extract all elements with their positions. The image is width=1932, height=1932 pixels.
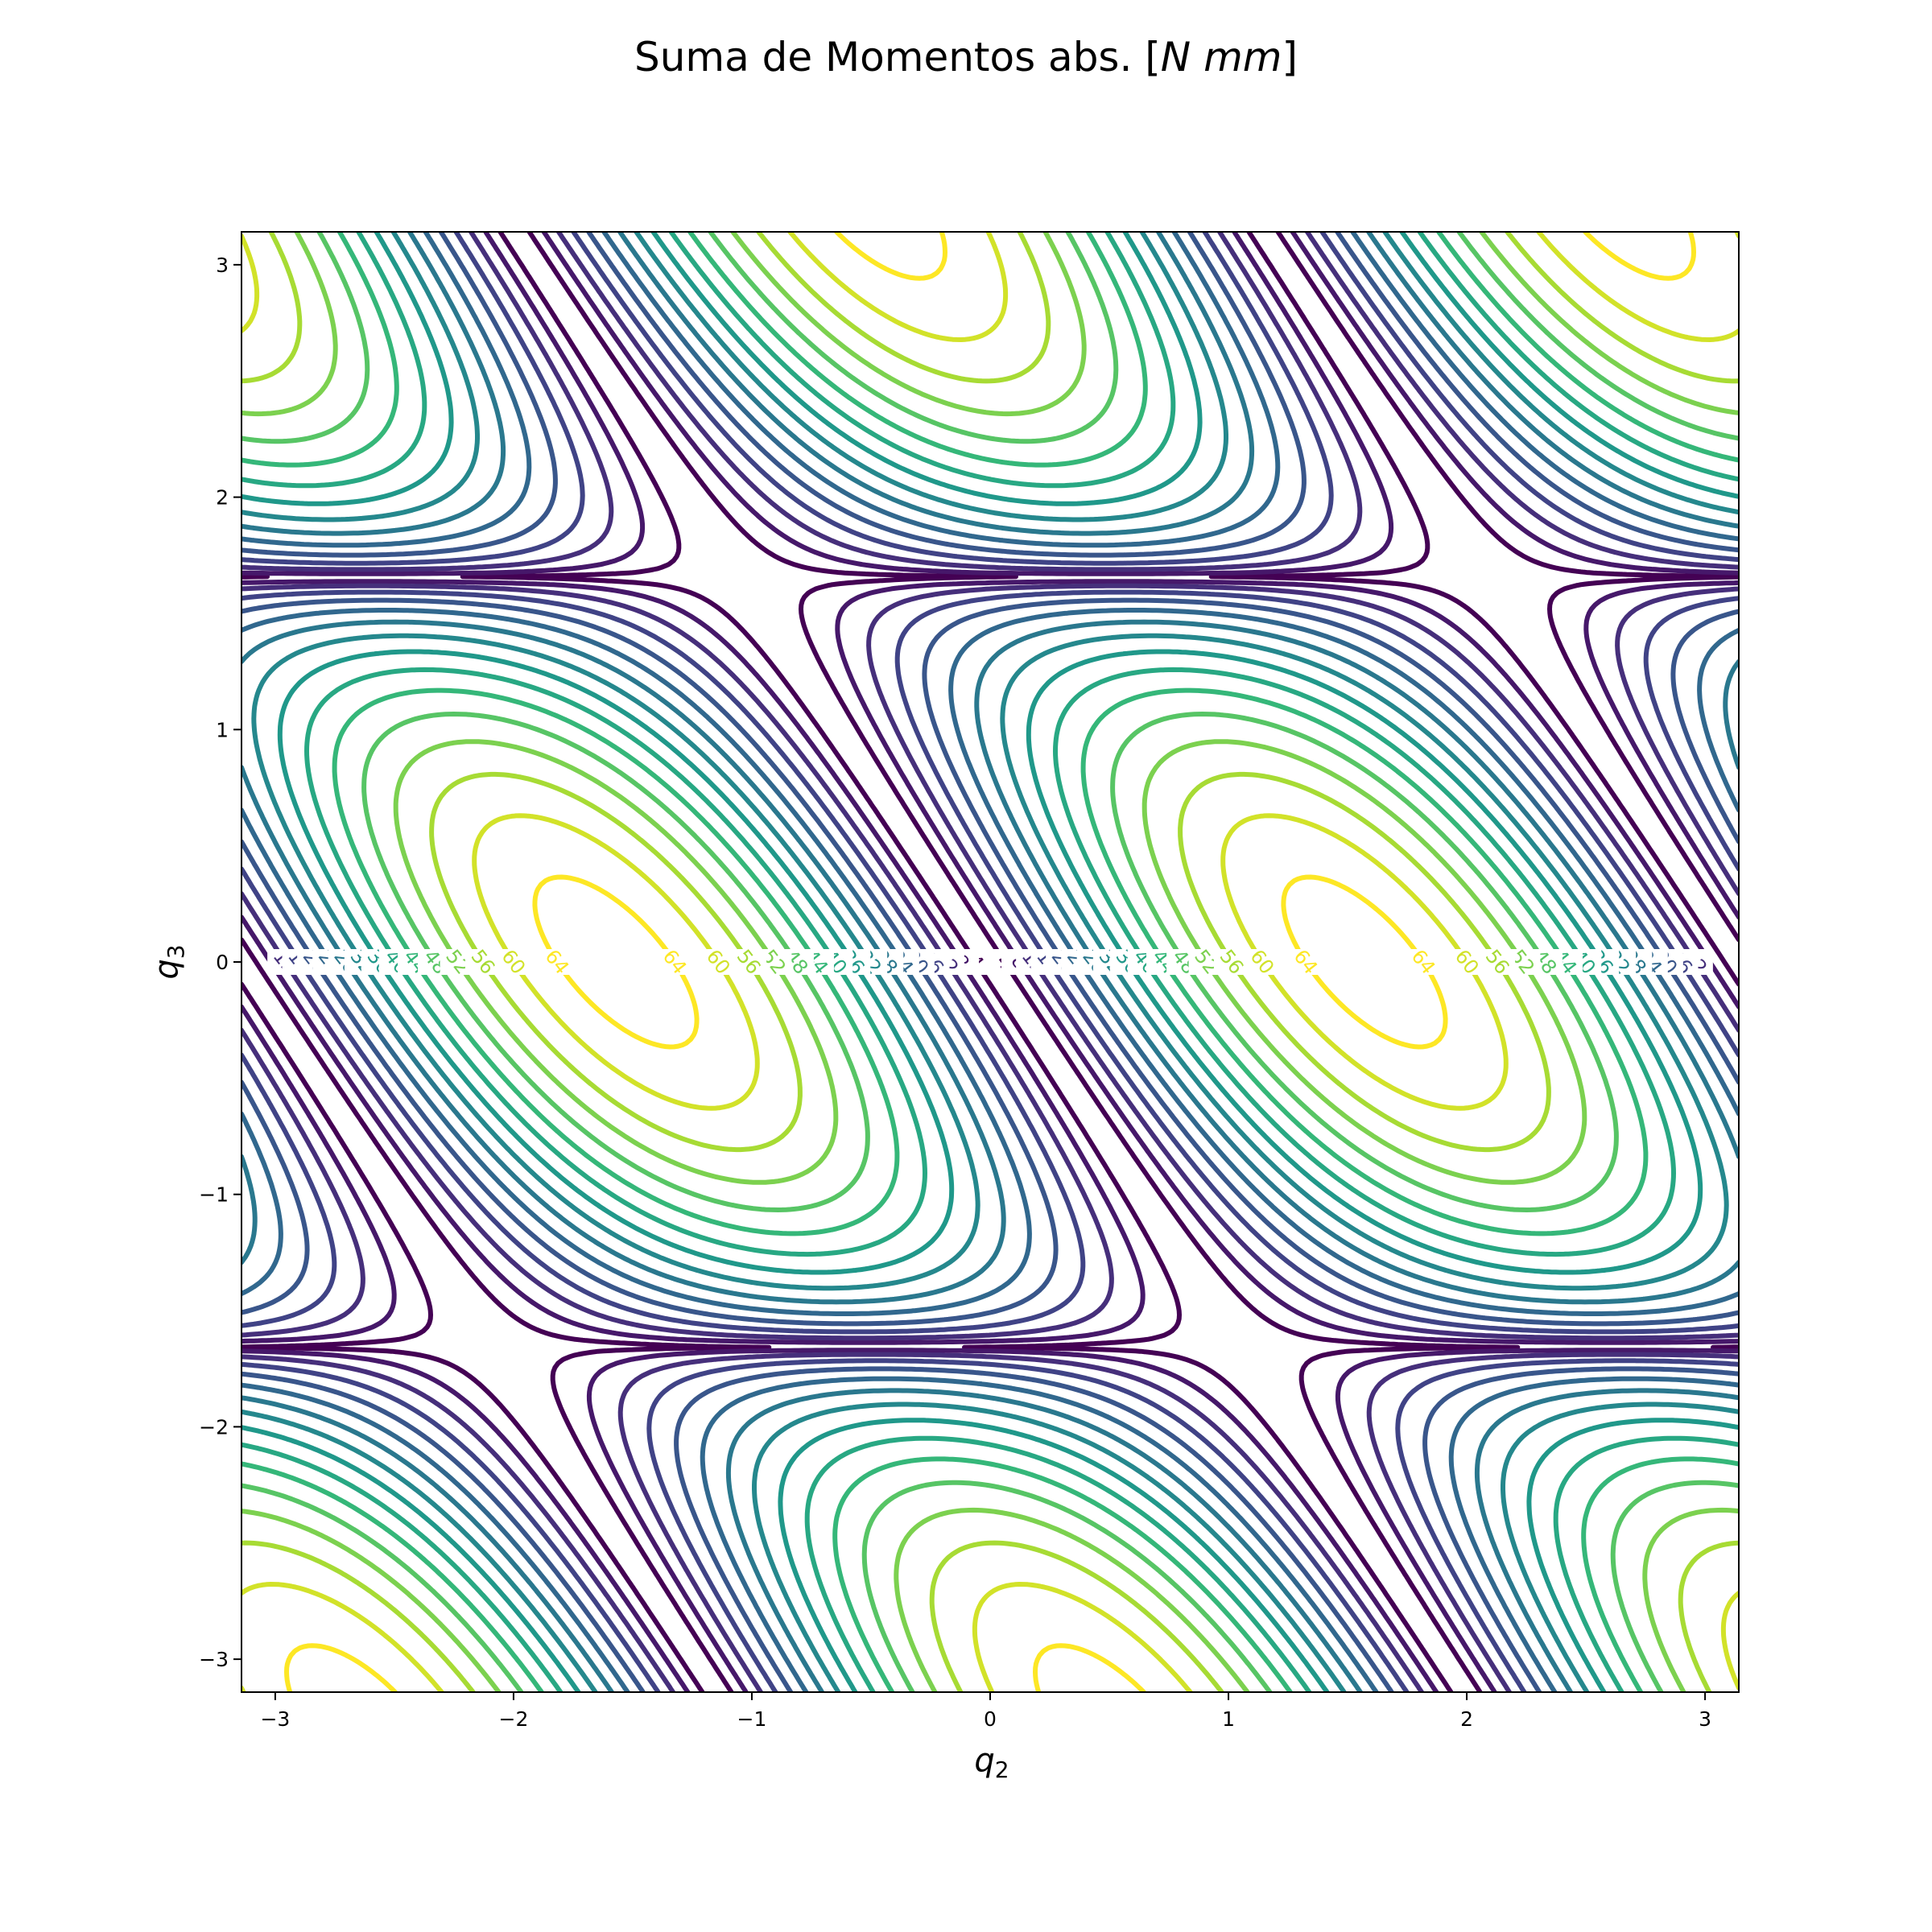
y-tick-label: −2 (199, 1415, 229, 1439)
contour-level-20 (242, 232, 1739, 1692)
y-tick-label: 1 (216, 718, 229, 741)
contour-level-64 (284, 232, 1696, 1692)
contour-level-40 (242, 232, 1739, 1692)
x-tick-label: 2 (1460, 1707, 1473, 1731)
contour-lines (242, 232, 1739, 1692)
contour-level-56 (242, 232, 1739, 1692)
contour-level-28 (242, 232, 1739, 1692)
x-tick-label: 1 (1222, 1707, 1235, 1731)
x-tick-label: 0 (984, 1707, 997, 1731)
x-tick-label: −1 (737, 1707, 767, 1731)
y-tick-label: −1 (199, 1183, 229, 1207)
contour-level-4 (242, 232, 1739, 1692)
y-tick-label: 0 (216, 951, 229, 974)
contour-level-12 (242, 232, 1739, 1692)
contour-level-48 (242, 232, 1739, 1692)
contour-level-32 (242, 232, 1739, 1692)
y-axis-ticks: −3 −2 −1 0 1 2 3 (199, 254, 242, 1671)
contour-level-16 (242, 232, 1739, 1692)
plot-area: 4488121212121616161620202020242424242828… (241, 231, 1740, 1693)
y-tick-label: 2 (216, 486, 229, 510)
chart-title: Suma de Momentos abs. [N mm] (634, 34, 1298, 80)
x-tick-label: −2 (499, 1707, 529, 1731)
y-axis-label: q3 (148, 944, 189, 979)
y-tick-label: 3 (216, 254, 229, 277)
x-tick-label: 3 (1699, 1707, 1711, 1731)
contour-level-8 (242, 232, 1739, 1692)
contour-level-44 (242, 232, 1739, 1692)
x-tick-label: −3 (260, 1707, 290, 1731)
y-tick-label: −3 (199, 1648, 229, 1671)
x-axis-ticks: −3 −2 −1 0 1 2 3 (260, 1692, 1711, 1731)
x-axis-label: q2 (974, 1742, 1009, 1783)
contour-level-60 (242, 232, 1739, 1692)
contour-level-24 (242, 232, 1739, 1692)
contour-level-52 (242, 232, 1739, 1692)
contour-labels: 4488121212121616161620202020242424242828… (267, 945, 1713, 979)
contour-level-36 (242, 232, 1739, 1692)
